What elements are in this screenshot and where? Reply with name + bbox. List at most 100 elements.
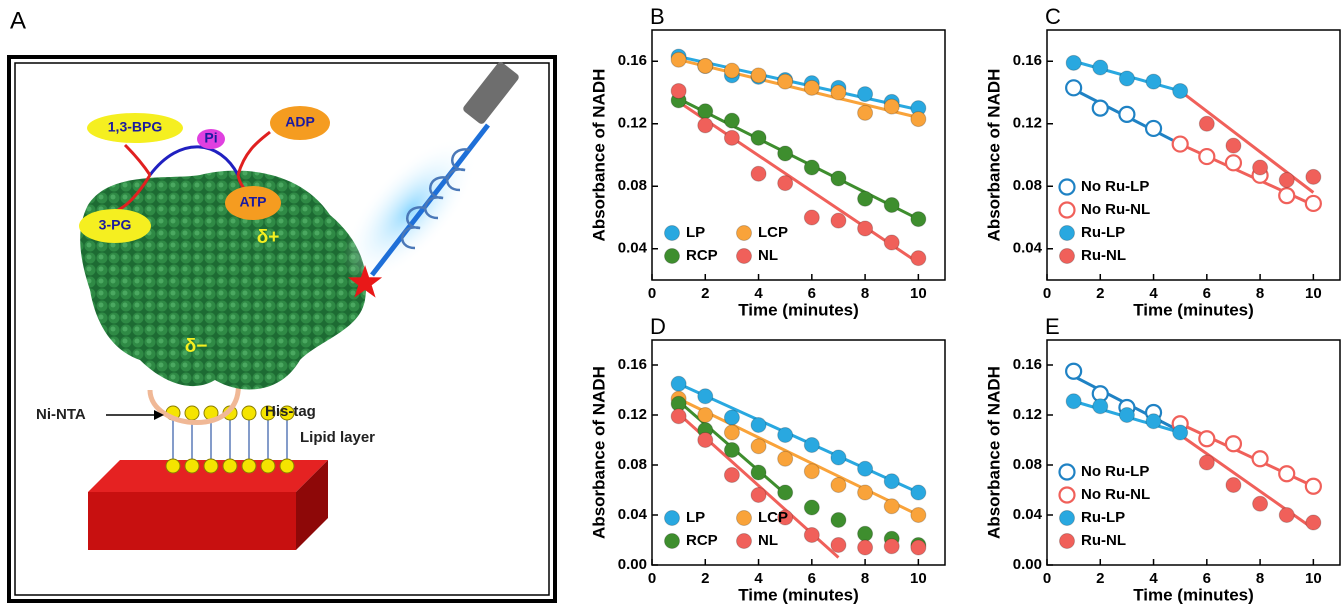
data-point xyxy=(1251,450,1269,468)
data-point xyxy=(1278,507,1295,523)
data-point xyxy=(777,175,794,192)
data-point xyxy=(670,408,687,425)
data-point xyxy=(777,427,794,443)
data-point xyxy=(857,104,874,121)
light-coil xyxy=(401,148,471,250)
fit-line xyxy=(677,397,920,517)
fit-line xyxy=(677,97,920,221)
molecule-label: 3-PG xyxy=(99,217,132,233)
data-point xyxy=(830,512,847,528)
data-point xyxy=(777,145,794,162)
data-point xyxy=(750,417,767,433)
x-tick-label: 0 xyxy=(648,285,656,302)
data-point xyxy=(697,388,714,405)
data-point xyxy=(830,477,847,493)
data-point xyxy=(777,450,794,467)
data-point xyxy=(1198,115,1215,132)
data-point xyxy=(830,212,847,229)
molecule-label: 1,3-BPG xyxy=(108,119,163,135)
chart-panel: D 0 2 4 6 8 10 0.00 0.04 0.08 0.12 0.16 Time (minute… xyxy=(589,314,946,604)
y-tick-label: 0.04 xyxy=(618,240,648,257)
y-tick-label: 0.16 xyxy=(618,52,647,69)
molecule xyxy=(79,209,151,243)
data-point xyxy=(1144,119,1163,138)
x-tick-label: 2 xyxy=(701,285,709,302)
x-tick-label: 10 xyxy=(910,285,927,302)
y-tick-label: 0.16 xyxy=(618,356,647,373)
data-point xyxy=(1252,495,1269,512)
data-point xyxy=(883,98,900,115)
y-tick-label: 0.00 xyxy=(1013,556,1042,573)
legend-label: No Ru-NL xyxy=(1081,486,1150,503)
x-tick-label: 0 xyxy=(1043,285,1051,302)
x-tick-label: 0 xyxy=(648,570,656,587)
data-point xyxy=(1145,73,1162,90)
x-tick-label: 2 xyxy=(1096,570,1104,587)
legend-label: No Ru-LP xyxy=(1081,178,1149,195)
x-tick-label: 4 xyxy=(754,285,763,302)
x-tick-label: 0 xyxy=(1043,570,1051,587)
legend-label: Ru-NL xyxy=(1081,532,1126,549)
platform-side xyxy=(296,460,328,550)
data-point xyxy=(883,473,900,490)
data-point xyxy=(1198,454,1215,471)
data-point xyxy=(910,507,927,523)
data-point xyxy=(910,250,927,267)
legend-marker xyxy=(1059,225,1075,241)
pointer-arrow-head xyxy=(154,410,164,420)
data-point xyxy=(1252,159,1269,176)
chart-panel: C 0 2 4 6 8 10 0.04 0.08 0.12 0.16 Time (minutes) Ab… xyxy=(984,4,1341,319)
x-tick-label: 2 xyxy=(701,570,709,587)
data-point xyxy=(1225,477,1242,493)
y-tick-label: 0.16 xyxy=(1013,52,1042,69)
cycle-arrow xyxy=(148,145,240,176)
y-tick-label: 0.04 xyxy=(1013,506,1043,523)
y-axis-label: Absorbance of NADH xyxy=(984,366,1003,539)
laser xyxy=(463,62,519,124)
legend-marker xyxy=(736,533,752,549)
data-point xyxy=(1305,514,1322,531)
legend-marker xyxy=(1059,510,1075,526)
x-tick-label: 6 xyxy=(1203,285,1211,302)
data-point xyxy=(910,211,927,228)
charge-label: δ+ xyxy=(257,227,280,248)
x-tick-label: 6 xyxy=(808,285,816,302)
data-point xyxy=(1065,362,1083,380)
legend-marker xyxy=(664,225,680,241)
fit-line xyxy=(678,382,919,494)
data-point xyxy=(723,409,740,426)
y-tick-label: 0.00 xyxy=(618,556,647,573)
data-point xyxy=(910,484,927,501)
y-tick-label: 0.08 xyxy=(1013,456,1042,473)
data-point xyxy=(830,84,847,101)
panel-label: B xyxy=(650,4,665,29)
y-axis-label: Absorbance of NADH xyxy=(984,69,1003,242)
y-tick-label: 0.08 xyxy=(1013,177,1042,194)
data-point xyxy=(857,460,874,477)
legend-marker xyxy=(1058,463,1076,481)
data-point xyxy=(803,79,820,96)
y-tick-label: 0.04 xyxy=(1013,240,1043,257)
data-point xyxy=(750,129,767,146)
legend-label: RCP xyxy=(686,532,718,549)
his-tag xyxy=(147,379,241,425)
platform-front xyxy=(88,492,296,550)
data-point xyxy=(803,499,820,516)
data-point xyxy=(750,487,767,503)
legend-marker xyxy=(664,533,680,549)
ni-nta-label: Ni-NTA xyxy=(36,406,86,423)
molecule xyxy=(87,113,183,143)
data-point xyxy=(830,170,847,187)
fit-line xyxy=(678,55,919,112)
panel-label: D xyxy=(650,314,666,339)
data-point xyxy=(1224,154,1243,172)
data-point xyxy=(670,82,687,99)
data-point xyxy=(883,538,900,555)
x-tick-label: 8 xyxy=(861,285,869,302)
y-tick-label: 0.16 xyxy=(1013,356,1042,373)
data-point xyxy=(1278,187,1296,205)
molecule-label: ADP xyxy=(285,114,315,130)
chart-panel: B 0 2 4 6 8 10 0.04 0.08 0.12 0.16 Time (minutes) Ab… xyxy=(589,4,946,319)
data-point xyxy=(697,57,714,74)
legend-label: LCP xyxy=(758,224,788,241)
